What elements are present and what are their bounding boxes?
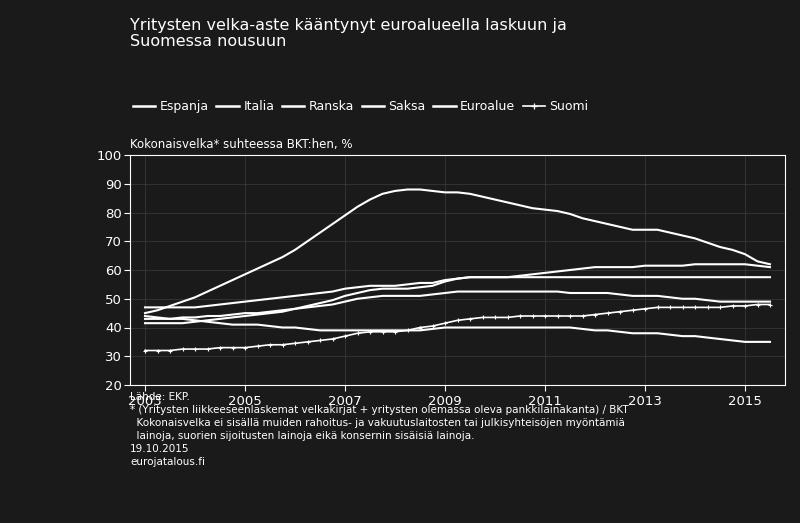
Text: eurojatalous.fi: eurojatalous.fi <box>130 457 205 467</box>
Text: 19.10.2015: 19.10.2015 <box>130 444 190 454</box>
Legend: Espanja, Italia, Ranska, Saksa, Euroalue, Suomi: Espanja, Italia, Ranska, Saksa, Euroalue… <box>133 100 589 113</box>
Text: Lähde: EKP.: Lähde: EKP. <box>130 392 190 402</box>
Text: lainoja, suorien sijoitusten lainoja eikä konsernin sisäisiä lainoja.: lainoja, suorien sijoitusten lainoja eik… <box>130 431 474 441</box>
Text: Yritysten velka-aste kääntynyt euroalueella laskuun ja: Yritysten velka-aste kääntynyt euroaluee… <box>130 18 567 33</box>
Text: Kokonaisvelka ei sisällä muiden rahoitus- ja vakuutuslaitosten tai julkisyhteisö: Kokonaisvelka ei sisällä muiden rahoitus… <box>130 418 625 428</box>
Text: * (Yritysten liikkeeseenlaskemat velkakirjat + yritysten olemassa oleva pankkila: * (Yritysten liikkeeseenlaskemat velkaki… <box>130 405 629 415</box>
Text: Suomessa nousuun: Suomessa nousuun <box>130 34 286 49</box>
Text: Kokonaisvelka* suhteessa BKT:hen, %: Kokonaisvelka* suhteessa BKT:hen, % <box>130 138 353 151</box>
